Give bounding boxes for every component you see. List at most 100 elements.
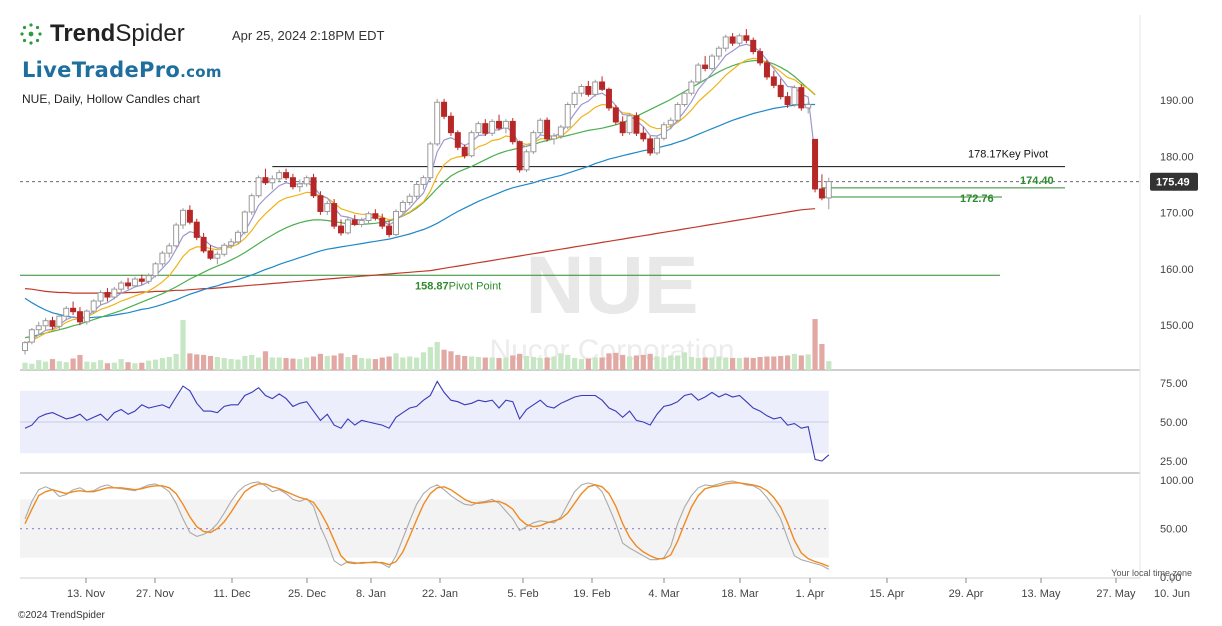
volume-bar (187, 353, 193, 370)
volume-bar (166, 357, 172, 370)
candle-body (667, 119, 674, 126)
volume-bar (496, 358, 502, 370)
volume-bar (427, 347, 433, 370)
candle-body (729, 36, 736, 44)
candle-body (812, 138, 819, 190)
candle-body (557, 126, 564, 137)
x-tick-label: 27. Nov (136, 588, 174, 600)
candle-body (317, 195, 324, 212)
volume-bar (791, 353, 798, 370)
brand-name-light: Spider (115, 20, 185, 47)
candle-body (770, 76, 777, 86)
candle-body (454, 132, 461, 148)
volume-bar (482, 357, 488, 370)
rsi-tick-label: 75.00 (1160, 378, 1188, 390)
volume-bar (819, 344, 825, 370)
volume-bar (757, 357, 763, 370)
volume-bar (386, 356, 392, 370)
candle-body (63, 307, 70, 317)
volume-bar (709, 357, 715, 370)
symbol-watermark: NUE Nucor Corporation (489, 240, 734, 367)
candle-body (564, 104, 571, 128)
candle-body (365, 213, 372, 221)
chart-timestamp: Apr 25, 2024 2:18PM EDT (232, 28, 385, 43)
volume-bars (22, 319, 832, 370)
candle-body (70, 307, 77, 313)
candle-body (502, 120, 509, 129)
candle-body (660, 124, 667, 139)
livetradepro-tld: .com (180, 63, 222, 81)
candle-body (35, 325, 42, 331)
volume-bar (606, 353, 612, 370)
candle-body (619, 121, 626, 134)
volume-bar (784, 355, 791, 370)
candle-body (310, 177, 317, 197)
volume-bar (633, 355, 640, 370)
price-candles (22, 29, 832, 355)
volume-bar (812, 319, 818, 370)
candle-body (743, 35, 750, 41)
x-tick-label: 13. May (1021, 588, 1061, 600)
volume-bar (510, 355, 516, 370)
volume-bar (317, 353, 324, 370)
candle-body (709, 55, 715, 69)
volume-bar (702, 357, 708, 370)
candle-body (461, 146, 468, 157)
volume-bar (221, 358, 227, 370)
candle-body (83, 310, 90, 323)
x-tick-label: 29. Apr (949, 588, 984, 600)
candle-body (626, 115, 633, 134)
candle-body (214, 253, 221, 259)
candle-body (399, 201, 406, 212)
volume-bar (132, 363, 138, 370)
x-tick-label: 18. Mar (721, 588, 759, 600)
volume-bar (139, 362, 145, 370)
candle-body (56, 315, 63, 327)
volume-bar (338, 353, 344, 370)
volume-bar (668, 355, 674, 370)
volume-bar (736, 358, 743, 370)
candle-body (571, 92, 578, 106)
volume-bar (407, 356, 413, 370)
volume-bar (290, 358, 296, 370)
volume-bar (365, 358, 372, 370)
candle-body (331, 203, 338, 227)
candle-body (654, 137, 661, 154)
x-tick-label: 25. Dec (288, 588, 326, 600)
candle-body (296, 183, 303, 188)
volume-bar (661, 357, 667, 370)
candle-body (159, 252, 166, 265)
candle-body (289, 177, 296, 188)
volume-bar (565, 354, 571, 370)
volume-bar (400, 357, 406, 370)
volume-bar (578, 359, 585, 370)
trendspider-logo[interactable]: TrendSpider (18, 20, 185, 48)
candle-body (358, 219, 365, 225)
price-tick-label: 170.00 (1160, 208, 1194, 220)
level-label-2: 172.76 (960, 193, 994, 205)
candle-body (647, 138, 654, 154)
volume-bar (771, 356, 777, 370)
volume-bar (152, 359, 159, 370)
volume-bar (43, 361, 49, 370)
volume-bar (688, 357, 694, 370)
volume-bar (530, 357, 536, 370)
x-tick-label: 1. Apr (796, 588, 825, 600)
level-value-2: 172.76 (960, 193, 994, 205)
volume-bar (372, 359, 378, 370)
candle-body (818, 188, 825, 199)
candle-body (42, 320, 49, 327)
brand-name-bold: Trend (50, 20, 116, 47)
candle-body (441, 101, 448, 117)
volume-bar (503, 357, 509, 370)
stochastic-panel (20, 480, 830, 570)
candle-body (427, 143, 434, 179)
volume-bar (468, 356, 475, 370)
volume-bar (537, 358, 543, 370)
volume-bar (393, 353, 399, 370)
x-tick-label: 8. Jan (356, 588, 386, 600)
x-tick-label: 4. Mar (648, 588, 680, 600)
volume-bar (207, 355, 214, 370)
candle-body (777, 84, 784, 98)
rsi-panel (20, 380, 830, 462)
